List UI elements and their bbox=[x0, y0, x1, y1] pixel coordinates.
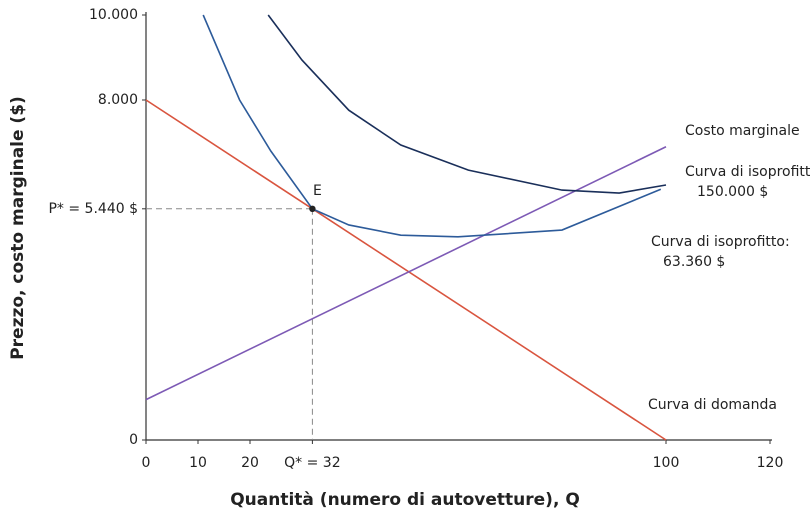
x-tick-label: 10 bbox=[189, 455, 207, 471]
series-label: Curva di isoprofitto: 63.360 $ bbox=[651, 234, 790, 270]
series-label-line: Curva di isoprofitto: bbox=[651, 234, 790, 250]
y-tick-label: 8.000 bbox=[98, 92, 138, 108]
series-label-line: 63.360 $ bbox=[663, 254, 725, 270]
y-tick-label: P* = 5.440 $ bbox=[48, 201, 138, 217]
series-line bbox=[145, 99, 667, 441]
x-tick-label: 20 bbox=[241, 455, 259, 471]
equilibrium-point bbox=[309, 205, 316, 212]
x-axis-title: Quantità (numero di autovetture), Q bbox=[230, 490, 580, 510]
y-tick-label: 0 bbox=[129, 432, 138, 448]
series-line bbox=[202, 14, 662, 238]
series-label: Curva di domanda bbox=[648, 397, 777, 413]
series-label: Costo marginale bbox=[685, 123, 800, 139]
series-line bbox=[145, 146, 667, 401]
series-label-line: 150.000 $ bbox=[697, 184, 768, 200]
x-tick-label: 120 bbox=[757, 455, 784, 471]
series-line bbox=[267, 14, 667, 194]
series-label: Curva di isoprofitto: 150.000 $ bbox=[685, 164, 810, 200]
annotation: E bbox=[313, 183, 322, 199]
series-label-line: Curva di isoprofitto: bbox=[685, 164, 810, 180]
y-tick-label: 10.000 bbox=[89, 7, 138, 23]
x-tick-label: 0 bbox=[142, 455, 151, 471]
y-axis-title: Prezzo, costo marginale ($) bbox=[8, 96, 28, 360]
x-tick-label: 100 bbox=[653, 455, 680, 471]
x-tick-label: Q* = 32 bbox=[284, 455, 340, 471]
